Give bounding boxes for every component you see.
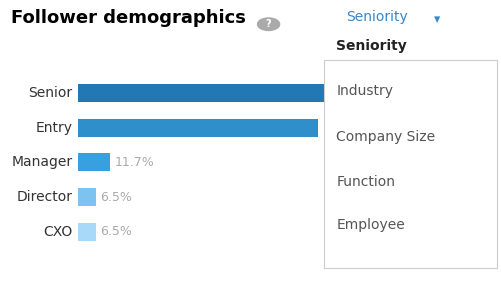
Bar <box>78 188 96 206</box>
Text: ▾: ▾ <box>433 13 439 26</box>
Text: 6.5%: 6.5% <box>100 225 131 238</box>
Text: Follower demographics: Follower demographics <box>11 9 245 27</box>
Text: Manager: Manager <box>11 155 72 170</box>
Text: Industry: Industry <box>336 84 393 98</box>
Text: Director: Director <box>16 190 72 204</box>
Text: ?: ? <box>265 19 271 29</box>
Text: Employee: Employee <box>336 218 404 232</box>
Text: Function: Function <box>336 175 395 190</box>
Text: Entry: Entry <box>35 121 72 135</box>
Text: Company Size: Company Size <box>336 130 434 144</box>
Bar <box>78 84 353 102</box>
Text: Seniority: Seniority <box>346 10 407 24</box>
Text: Seniority: Seniority <box>336 38 406 53</box>
Bar <box>78 153 110 172</box>
Bar <box>78 223 96 241</box>
Text: Senior: Senior <box>28 86 72 100</box>
Text: 6.5%: 6.5% <box>100 191 131 203</box>
Text: CXO: CXO <box>43 225 72 239</box>
Bar <box>78 119 318 137</box>
Text: 11.7%: 11.7% <box>114 156 154 169</box>
